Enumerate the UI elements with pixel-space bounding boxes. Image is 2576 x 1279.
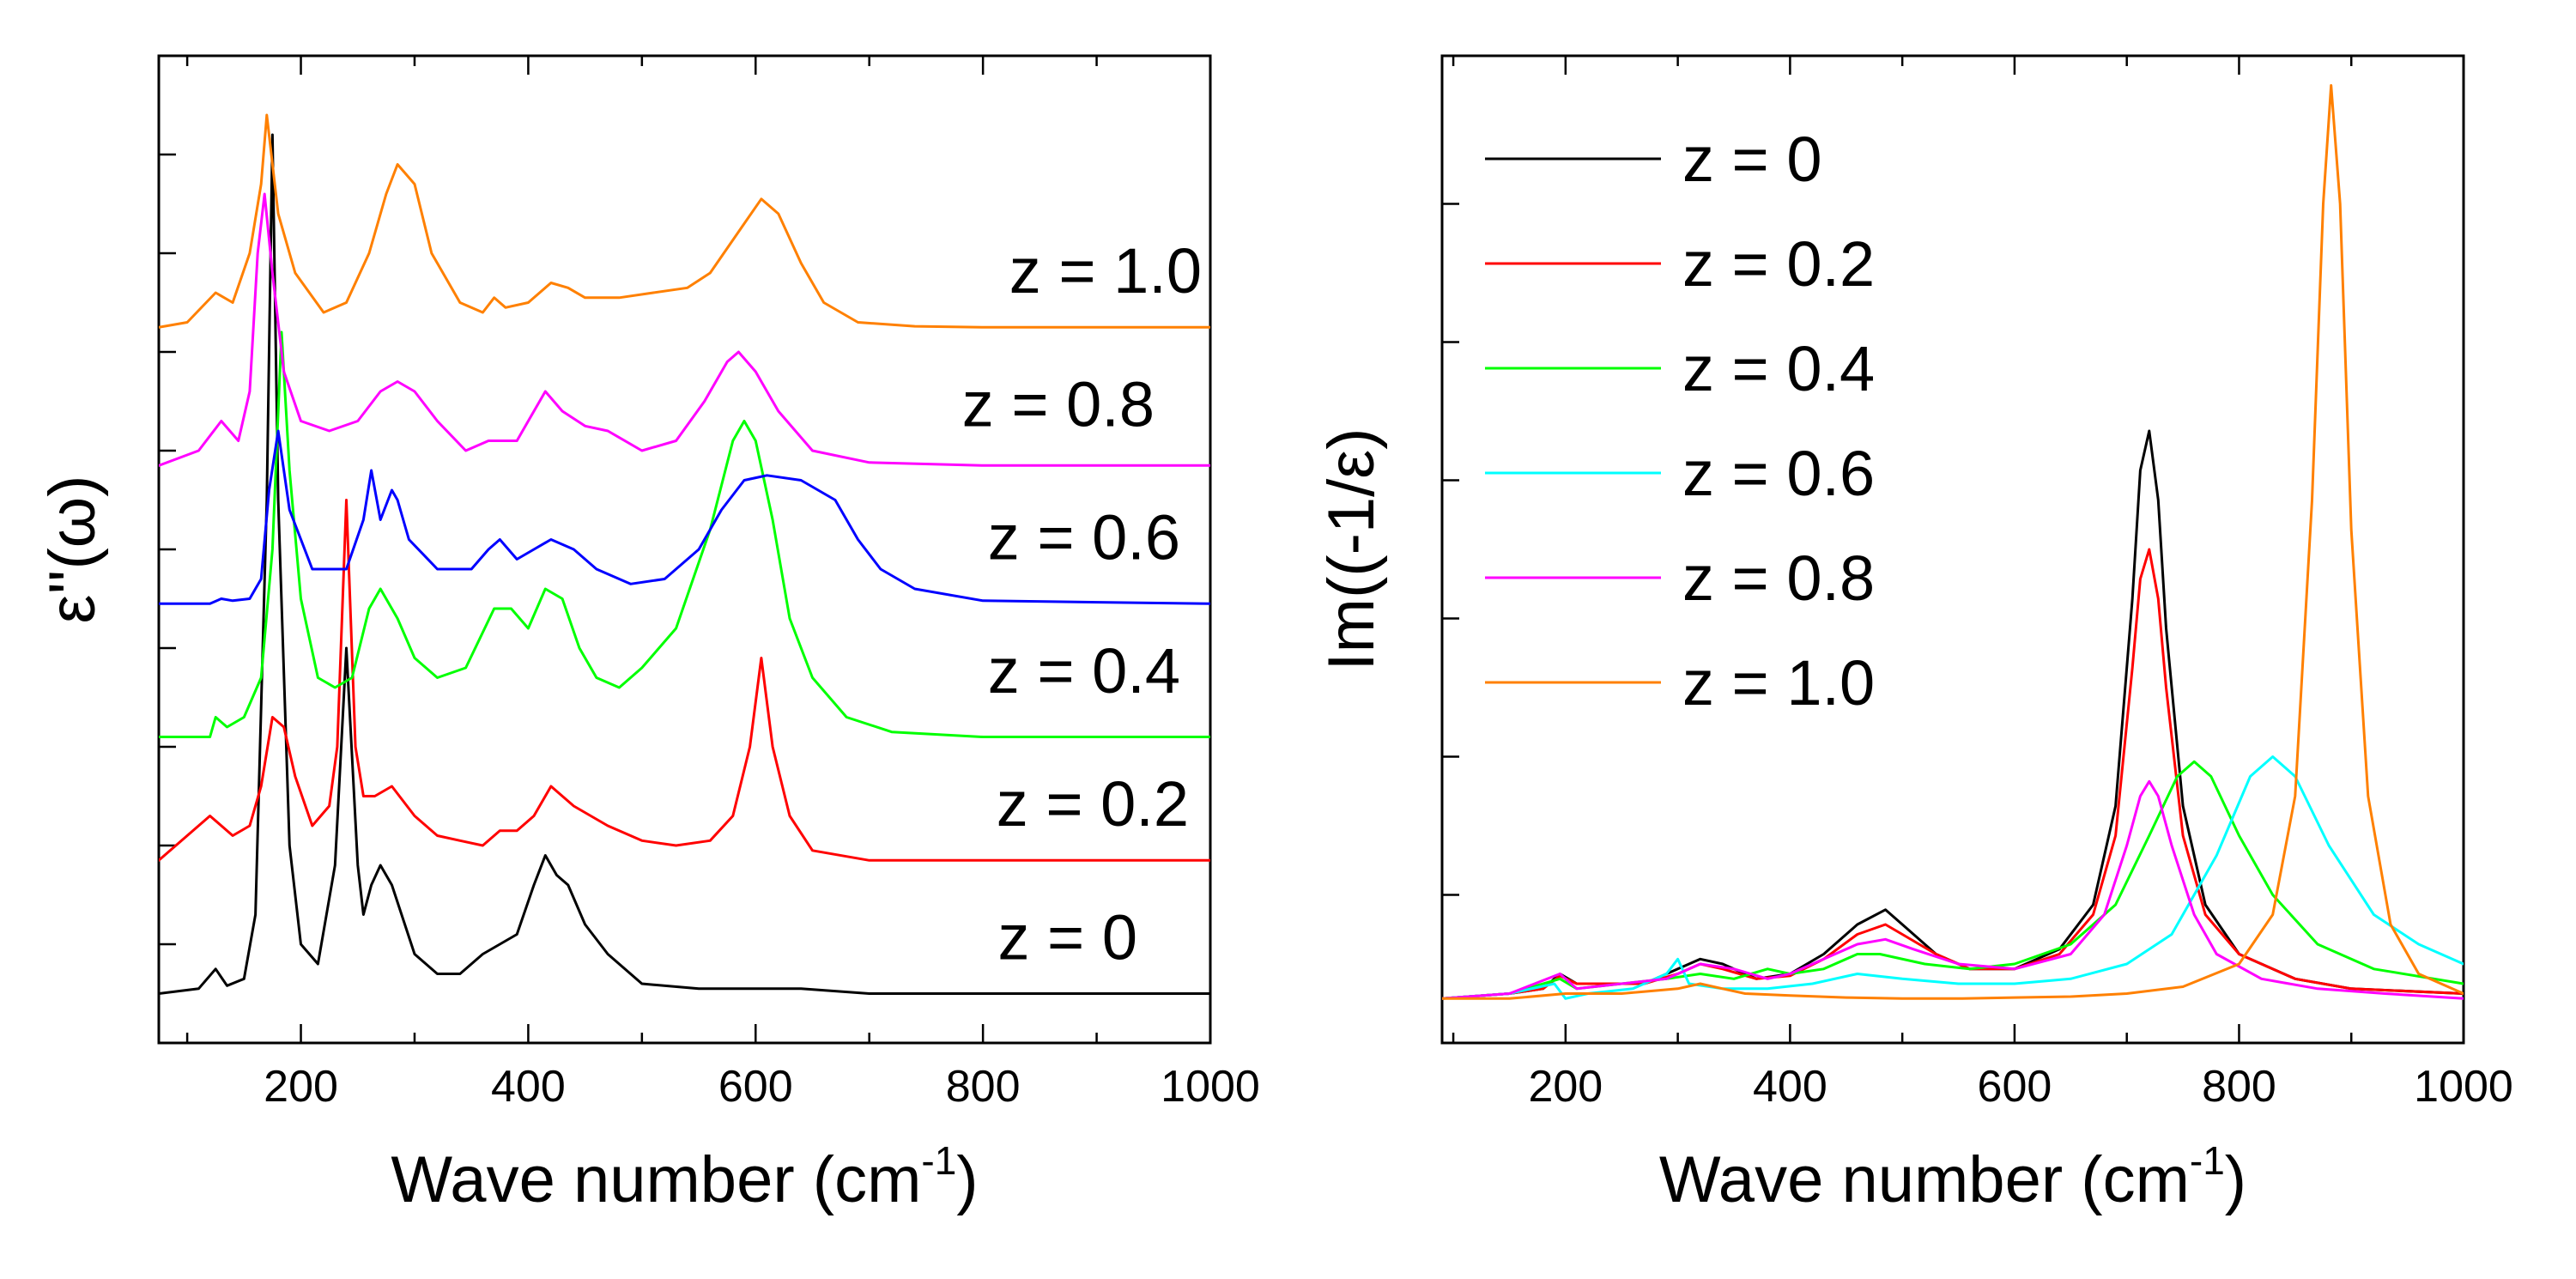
x-axis-title: Wave number (cm-1): [391, 1138, 978, 1216]
plot-frame: [1440, 54, 2465, 1045]
curve-label: z = 0: [998, 901, 1138, 973]
x-tick-label: 200: [1528, 1062, 1603, 1112]
x-axis-title-unit-exponent: -1: [2190, 1138, 2225, 1183]
x-tick-label: 600: [1978, 1062, 2052, 1112]
curve-label: z = 1.0: [1009, 235, 1202, 306]
right-chart-loss-function: 200 400 600 800 1000 Wave number (cm-1) Im((-1…: [1315, 54, 2513, 1216]
left-chart-epsilon-imaginary: 200 400 600 800 1000 Wave number (cm-1) ε''(ω)…: [36, 54, 1260, 1216]
x-tick-label: 800: [2202, 1062, 2276, 1112]
series-line-z-0-2: [159, 499, 1210, 862]
legend-label: z = 0.8: [1682, 543, 1875, 614]
legend-label: z = 1.0: [1682, 647, 1875, 718]
x-tick-label: 200: [264, 1062, 338, 1112]
x-tick-label: 800: [946, 1062, 1021, 1112]
x-axis-title-close: ): [956, 1143, 978, 1216]
series-line-z-1-0: [159, 113, 1210, 329]
x-axis-title: Wave number (cm-1): [1659, 1138, 2246, 1216]
legend-label: z = 0.6: [1682, 438, 1875, 509]
curve-label: z = 0.8: [962, 368, 1155, 439]
x-axis-title-main: Wave number (cm: [1659, 1143, 2190, 1216]
series-line-z-1-0: [1442, 84, 2464, 1000]
y-axis-title: Im((-1/ε): [1315, 428, 1388, 671]
x-tick-label: 1000: [1161, 1062, 1260, 1112]
series-line-z-0-6: [159, 429, 1210, 605]
series-line-z-0-8: [1442, 779, 2464, 1000]
legend-label: z = 0.4: [1682, 333, 1875, 404]
curve-label: z = 0.4: [988, 635, 1180, 706]
x-tick-label: 400: [491, 1062, 566, 1112]
x-tick-label: 600: [718, 1062, 793, 1112]
legend-label: z = 0.2: [1682, 228, 1875, 300]
curve-label: z = 0.2: [997, 768, 1189, 840]
series-line-z-0-2: [1442, 548, 2464, 1000]
x-axis-title-close: ): [2225, 1143, 2246, 1216]
legend-label: z = 0: [1682, 124, 1822, 195]
y-axis-title: ε''(ω): [36, 476, 109, 624]
series-line-z-0: [159, 133, 1210, 995]
x-tick-label: 1000: [2414, 1062, 2513, 1112]
x-axis-title-main: Wave number (cm: [391, 1143, 921, 1216]
x-tick-label: 400: [1753, 1062, 1827, 1112]
curve-label: z = 0.6: [988, 502, 1180, 573]
series-line-z-0-8: [159, 192, 1210, 467]
series-line-z-0-6: [1442, 755, 2464, 1000]
x-axis-title-unit-exponent: -1: [921, 1138, 956, 1183]
